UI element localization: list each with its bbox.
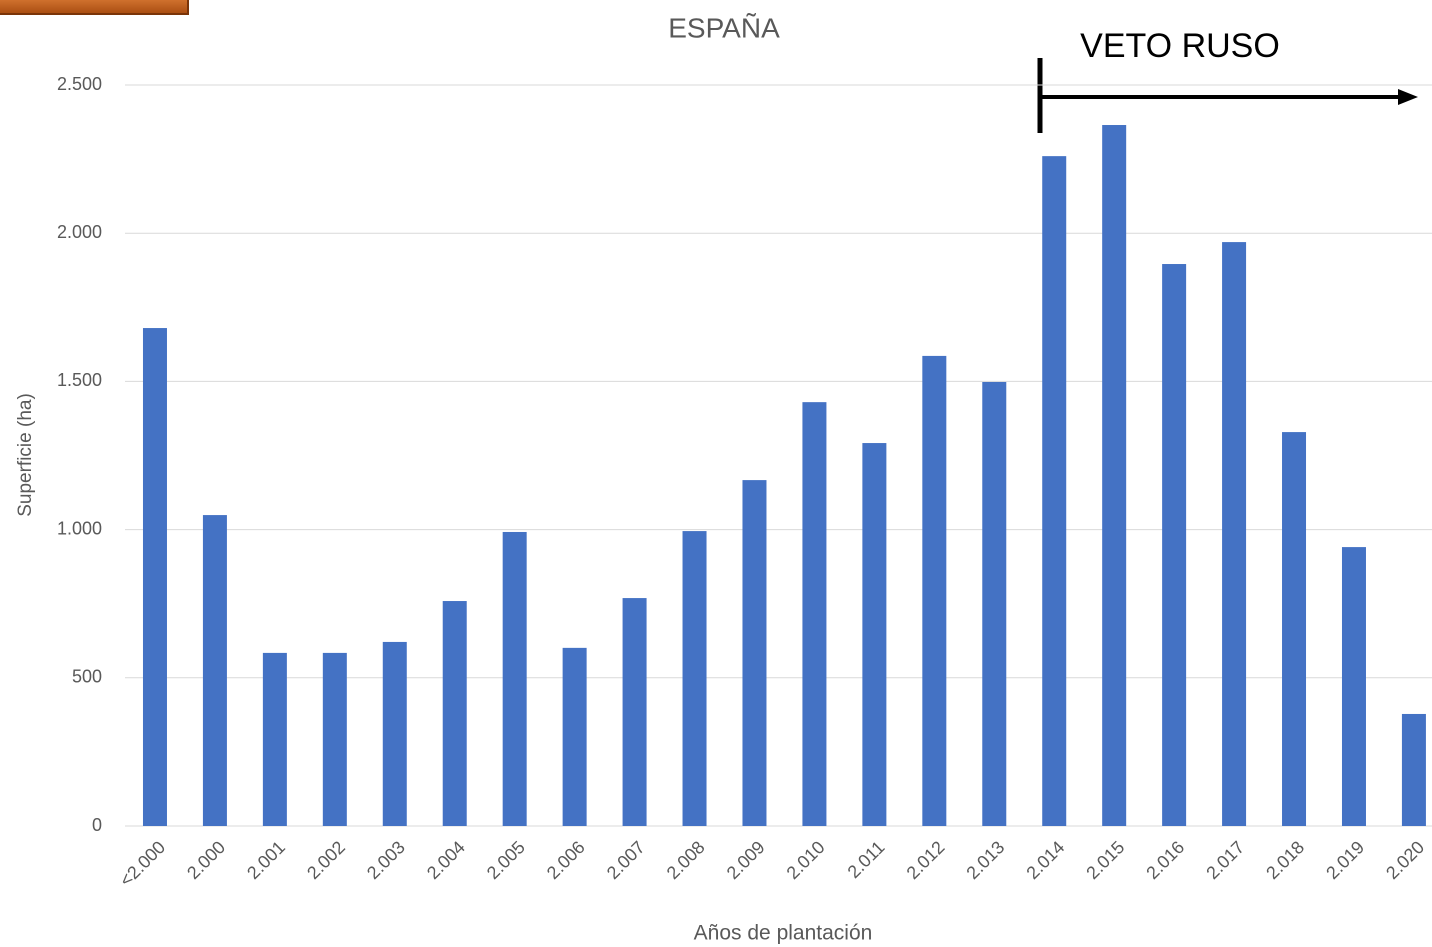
bar [1042, 156, 1067, 827]
annotation: VETO RUSO [1080, 27, 1280, 65]
bar [1222, 242, 1247, 827]
bar [502, 531, 527, 826]
y-axis-label: Superficie (ha) [15, 393, 36, 517]
x-tick-label: 2.002 [303, 837, 349, 883]
bar [442, 601, 467, 826]
x-tick-label: 2.018 [1262, 837, 1308, 883]
x-tick-label: 2.009 [723, 837, 769, 883]
annotation-arrow [1037, 58, 1418, 133]
bar [862, 443, 887, 826]
bar [202, 515, 227, 826]
bar [682, 531, 707, 826]
x-tick-label: 2.001 [243, 837, 289, 883]
x-tick-label: 2.014 [1022, 837, 1068, 883]
bar [322, 652, 347, 826]
chart-title: ESPAÑA [668, 12, 780, 43]
bar [1341, 547, 1366, 826]
bar [262, 652, 287, 826]
y-tick-label: 1.000 [57, 518, 102, 538]
x-tick-label: <2.000 [116, 837, 169, 890]
y-tick-label: 500 [72, 667, 102, 687]
x-tick-label: 2.020 [1382, 837, 1428, 883]
bar [562, 647, 587, 826]
bar [1102, 125, 1127, 827]
x-tick-label: 2.005 [483, 837, 529, 883]
x-tick-label: 2.007 [603, 837, 649, 883]
x-tick-label: 2.015 [1082, 837, 1128, 883]
x-axis-label: Años de plantación [694, 922, 873, 945]
bar [382, 641, 407, 826]
x-tick-label: 2.003 [363, 837, 409, 883]
x-tick-label: 2.016 [1142, 837, 1188, 883]
x-tick-label: 2.008 [663, 837, 709, 883]
bar [742, 480, 767, 826]
y-tick-label: 2.500 [57, 74, 102, 94]
x-tick-label: 2.006 [543, 837, 589, 883]
x-tick-label: 2.013 [962, 837, 1008, 883]
bar [1401, 713, 1426, 826]
x-tick-label: 2.010 [783, 837, 829, 883]
x-tick-label: 2.012 [903, 837, 949, 883]
x-tick-label: 2.019 [1322, 837, 1368, 883]
bar [1162, 264, 1187, 826]
bar [1282, 432, 1307, 826]
bar [802, 402, 827, 826]
x-tick-label: 2.000 [183, 837, 229, 883]
bar [982, 381, 1007, 826]
x-tick-label: 2.011 [844, 837, 889, 882]
bar [142, 328, 167, 826]
y-tick-label: 1.500 [57, 370, 102, 390]
y-tick-label: 0 [92, 815, 102, 835]
x-tick-label: 2.017 [1202, 837, 1248, 883]
x-tick-label: 2.004 [423, 837, 469, 883]
bar [922, 355, 947, 826]
decoration [0, 0, 189, 15]
y-tick-label: 2.000 [57, 222, 102, 242]
bar [622, 598, 647, 826]
